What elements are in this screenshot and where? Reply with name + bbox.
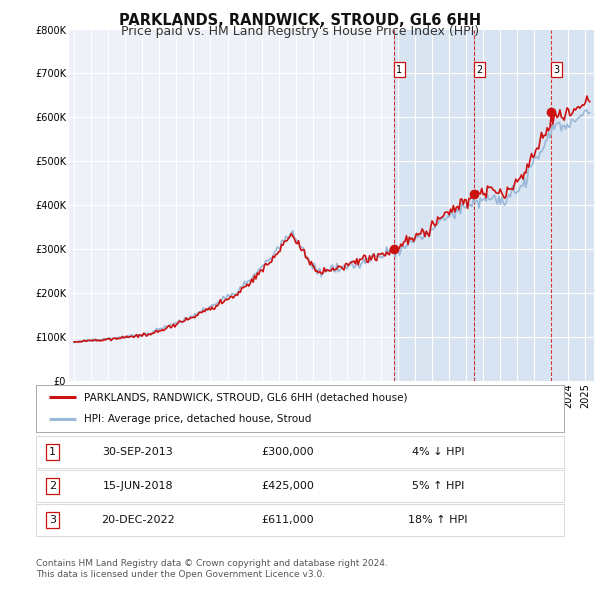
Bar (394, 30, 474, 381)
Text: £300,000: £300,000 (262, 447, 314, 457)
Text: 2: 2 (49, 481, 56, 491)
Text: 2: 2 (476, 65, 482, 74)
Text: 15-JUN-2018: 15-JUN-2018 (103, 481, 173, 491)
Text: 5% ↑ HPI: 5% ↑ HPI (412, 481, 464, 491)
Text: 3: 3 (553, 65, 560, 74)
Text: Contains HM Land Registry data © Crown copyright and database right 2024.
This d: Contains HM Land Registry data © Crown c… (36, 559, 388, 579)
Text: 20-DEC-2022: 20-DEC-2022 (101, 516, 175, 525)
Text: £425,000: £425,000 (262, 481, 314, 491)
Bar (551, 30, 594, 381)
Bar (474, 30, 551, 381)
Text: Price paid vs. HM Land Registry's House Price Index (HPI): Price paid vs. HM Land Registry's House … (121, 25, 479, 38)
Text: 18% ↑ HPI: 18% ↑ HPI (408, 516, 468, 525)
Text: £611,000: £611,000 (262, 516, 314, 525)
Text: PARKLANDS, RANDWICK, STROUD, GL6 6HH: PARKLANDS, RANDWICK, STROUD, GL6 6HH (119, 13, 481, 28)
Text: 1: 1 (396, 65, 403, 74)
Text: 3: 3 (49, 516, 56, 525)
Text: 1: 1 (49, 447, 56, 457)
Text: 4% ↓ HPI: 4% ↓ HPI (412, 447, 464, 457)
Text: HPI: Average price, detached house, Stroud: HPI: Average price, detached house, Stro… (83, 414, 311, 424)
Text: 30-SEP-2013: 30-SEP-2013 (103, 447, 173, 457)
Text: PARKLANDS, RANDWICK, STROUD, GL6 6HH (detached house): PARKLANDS, RANDWICK, STROUD, GL6 6HH (de… (83, 392, 407, 402)
